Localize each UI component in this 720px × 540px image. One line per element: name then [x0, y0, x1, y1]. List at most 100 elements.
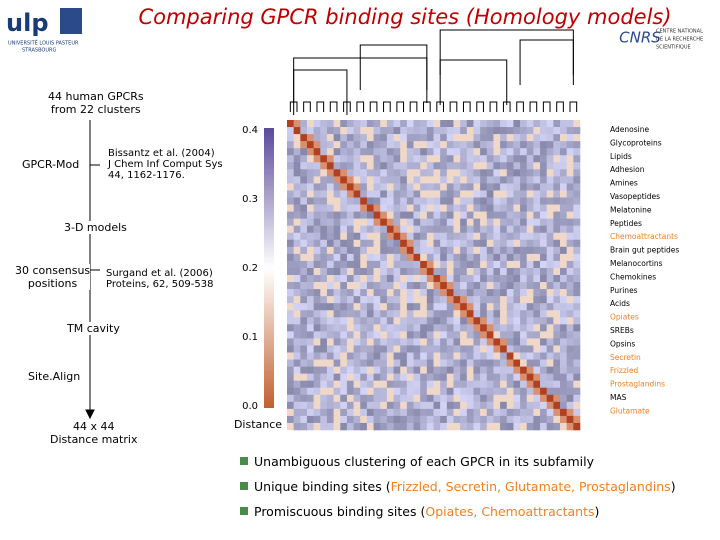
- heatmap-cell: [486, 120, 494, 128]
- heatmap-cell: [293, 155, 301, 163]
- heatmap-cell: [493, 183, 501, 191]
- bullet-segment: Opiates, Chemoattractants: [425, 504, 594, 519]
- heatmap-cell: [413, 204, 421, 212]
- heatmap-cell: [520, 246, 528, 255]
- heatmap-cell: [440, 176, 448, 184]
- heatmap-cell: [393, 176, 401, 184]
- heatmap-cell: [313, 155, 321, 163]
- heatmap-cell: [366, 345, 374, 353]
- heatmap-cell: [493, 408, 501, 417]
- heatmap-cell: [346, 155, 354, 163]
- heatmap-cell: [466, 134, 474, 142]
- heatmap-cell: [406, 310, 414, 318]
- heatmap-cell: [473, 303, 481, 311]
- heatmap-cell: [333, 338, 341, 346]
- heatmap-cell: [560, 317, 567, 325]
- heatmap-cell: [546, 359, 554, 367]
- heatmap-cell: [513, 275, 521, 283]
- heatmap-cell: [386, 366, 394, 374]
- heatmap-cell: [560, 282, 567, 290]
- heatmap-cell: [446, 401, 454, 410]
- heatmap-cell: [440, 260, 448, 269]
- heatmap-cell: [326, 303, 334, 311]
- heatmap-cell: [466, 422, 474, 431]
- heatmap-cell: [300, 296, 308, 304]
- heatmap-cell: [306, 162, 314, 170]
- heatmap-cell: [293, 183, 301, 191]
- heatmap-cell: [413, 394, 421, 403]
- heatmap-cell: [300, 267, 308, 276]
- heatmap-cell: [526, 373, 534, 381]
- heatmap-cell: [413, 408, 421, 417]
- heatmap-cell: [526, 134, 534, 142]
- heatmap-cell: [433, 190, 441, 198]
- heatmap-cell: [287, 197, 294, 205]
- heatmap-cell: [506, 373, 514, 381]
- heatmap-cell: [320, 239, 328, 248]
- heatmap-cell: [526, 260, 534, 269]
- heatmap-cell: [293, 190, 301, 198]
- heatmap-cell: [513, 296, 521, 304]
- heatmap-cell: [446, 387, 454, 396]
- heatmap-cell: [560, 127, 567, 135]
- heatmap-cell: [526, 197, 534, 205]
- heatmap-cell: [300, 155, 308, 163]
- heatmap-cell: [533, 162, 541, 170]
- bullet-segment: ): [671, 479, 676, 494]
- heatmap-cell: [566, 176, 574, 184]
- heatmap-cell: [500, 260, 508, 269]
- heatmap-cell: [526, 352, 534, 360]
- heatmap-cell: [320, 345, 328, 353]
- heatmap-cell: [460, 162, 468, 170]
- heatmap-cell: [520, 317, 528, 325]
- heatmap-cell: [453, 422, 461, 431]
- heatmap-cell: [386, 282, 394, 290]
- heatmap-cell: [360, 204, 368, 212]
- heatmap-cell: [393, 120, 401, 128]
- heatmap-cell: [506, 345, 514, 353]
- dendro-branch: [303, 101, 311, 112]
- heatmap-cell: [526, 303, 534, 311]
- heatmap-cell: [360, 310, 368, 318]
- heatmap-cell: [553, 162, 561, 170]
- heatmap-cell: [426, 366, 434, 374]
- heatmap-cell: [380, 225, 388, 234]
- heatmap-cell: [473, 211, 481, 219]
- heatmap-cell: [360, 120, 368, 128]
- heatmap-cell: [386, 218, 394, 226]
- heatmap-cell: [380, 155, 388, 163]
- heatmap-cell: [506, 204, 514, 212]
- heatmap-cell: [433, 352, 441, 360]
- heatmap-cell: [326, 176, 334, 184]
- heatmap-cell: [506, 408, 514, 417]
- heatmap-cell: [426, 148, 434, 156]
- heatmap-cell: [313, 387, 321, 396]
- heatmap-cell: [466, 324, 474, 332]
- heatmap-cell: [320, 415, 328, 424]
- heatmap-cell: [460, 415, 468, 424]
- heatmap-cell: [433, 253, 441, 262]
- heatmap-cell: [306, 225, 314, 234]
- heatmap-cell: [480, 260, 488, 269]
- heatmap-cell: [306, 127, 314, 135]
- heatmap-cell: [320, 134, 328, 142]
- heatmap-cell: [293, 211, 301, 219]
- bullet: [240, 507, 248, 515]
- heatmap-cell: [293, 415, 301, 424]
- heatmap-cell: [346, 218, 354, 226]
- heatmap-cell: [326, 260, 334, 269]
- heatmap-cell: [320, 225, 328, 234]
- heatmap-cell: [560, 176, 567, 184]
- heatmap-cell: [460, 232, 468, 241]
- heatmap-cell: [400, 331, 408, 339]
- heatmap-cell: [513, 253, 521, 262]
- family-label: Purines: [610, 286, 638, 295]
- heatmap-cell: [486, 225, 494, 234]
- heatmap-cell: [513, 141, 521, 149]
- heatmap-cell: [300, 148, 308, 156]
- heatmap-cell: [413, 296, 421, 304]
- heatmap-cell: [566, 225, 574, 234]
- heatmap-cell: [506, 239, 514, 248]
- heatmap-cell: [526, 415, 534, 424]
- heatmap-cell: [406, 134, 414, 142]
